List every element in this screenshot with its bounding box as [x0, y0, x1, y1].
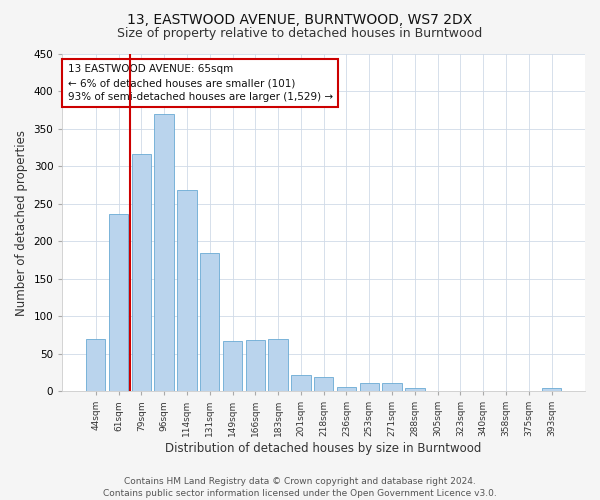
X-axis label: Distribution of detached houses by size in Burntwood: Distribution of detached houses by size …: [166, 442, 482, 455]
Bar: [268, 338, 288, 391]
Text: Size of property relative to detached houses in Burntwood: Size of property relative to detached ho…: [118, 28, 482, 40]
Text: 13 EASTWOOD AVENUE: 65sqm
← 6% of detached houses are smaller (101)
93% of semi-: 13 EASTWOOD AVENUE: 65sqm ← 6% of detach…: [68, 64, 332, 102]
Y-axis label: Number of detached properties: Number of detached properties: [15, 130, 28, 316]
Bar: [382, 383, 402, 391]
Bar: [405, 388, 425, 391]
Bar: [177, 190, 197, 391]
Bar: [291, 374, 311, 391]
Bar: [200, 253, 220, 391]
Text: 13, EASTWOOD AVENUE, BURNTWOOD, WS7 2DX: 13, EASTWOOD AVENUE, BURNTWOOD, WS7 2DX: [127, 12, 473, 26]
Bar: [131, 154, 151, 391]
Bar: [154, 114, 174, 391]
Bar: [86, 338, 106, 391]
Text: Contains HM Land Registry data © Crown copyright and database right 2024.
Contai: Contains HM Land Registry data © Crown c…: [103, 476, 497, 498]
Bar: [314, 377, 334, 391]
Bar: [542, 388, 561, 391]
Bar: [337, 386, 356, 391]
Bar: [223, 341, 242, 391]
Bar: [359, 383, 379, 391]
Bar: [245, 340, 265, 391]
Bar: [109, 214, 128, 391]
